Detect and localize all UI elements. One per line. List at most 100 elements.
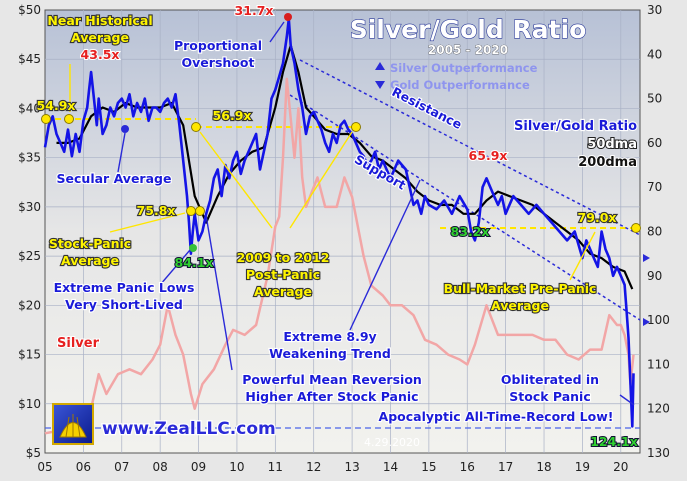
x-tick-label: 09 <box>191 460 206 474</box>
right-tick-label: 40 <box>647 47 662 61</box>
marker-79-0 <box>631 223 641 233</box>
right-arrow-icon-1 <box>643 254 650 262</box>
label-post-panic-3: Average <box>254 284 312 299</box>
x-axis-ticks: 05 06 07 08 09 10 11 12 13 14 15 16 17 18 19 20 <box>37 460 628 474</box>
pointer-extreme-panic <box>159 249 191 286</box>
right-arrow-icon-2 <box>643 318 650 326</box>
label-31-7: 31.7x <box>235 3 274 18</box>
label-stock-panic-2: Average <box>61 253 119 268</box>
label-extreme-panic-1: Extreme Panic Lows <box>54 280 195 295</box>
marker-75-8-b <box>195 206 205 216</box>
series-ratio-line <box>43 17 635 428</box>
x-tick-label: 10 <box>229 460 244 474</box>
chart-subtitle: 2005 - 2020 <box>428 43 508 57</box>
x-tick-label: 13 <box>344 460 359 474</box>
legend: Silver Outperformance Gold Outperformanc… <box>375 61 538 92</box>
x-tick-label: 16 <box>460 460 475 474</box>
right-axis-ticks: 30 40 50 60 70 80 90 100 110 120 130 <box>647 3 670 460</box>
pointer-mean-reversion <box>205 214 233 371</box>
left-tick-label: $30 <box>18 200 41 214</box>
x-tick-label: 06 <box>76 460 91 474</box>
label-overshoot-2: Overshoot <box>182 55 255 70</box>
website-text: www.ZealLLC.com <box>102 419 276 439</box>
x-tick-label: 19 <box>575 460 590 474</box>
legend-silver-outperformance: Silver Outperformance <box>390 61 538 75</box>
marker-dots <box>41 13 641 252</box>
label-secular-average: Secular Average <box>57 171 172 186</box>
right-tick-label: 120 <box>647 402 670 416</box>
x-tick-label: 05 <box>37 460 52 474</box>
label-stock-panic-1: Stock-Panic <box>49 236 131 251</box>
label-124-1: 124.1x <box>590 434 638 449</box>
label-79-0: 79.0x <box>578 210 617 225</box>
label-bull-market-1: Bull-Market Pre-Panic <box>444 281 597 296</box>
label-silver: Silver <box>57 336 100 351</box>
left-axis-ticks: $5 $10 $15 $20 $25 $30 $35 $40 $45 $50 <box>18 3 41 460</box>
marker-84-1 <box>189 244 197 252</box>
x-tick-label: 11 <box>268 460 283 474</box>
label-apocalyptic-low: Apocalyptic All-Time-Record Low! <box>379 409 614 424</box>
x-tick-label: 17 <box>498 460 513 474</box>
logo-ray-icon <box>65 414 81 438</box>
left-tick-label: $40 <box>18 101 41 115</box>
marker-75-8-a <box>186 206 196 216</box>
silver-outperformance-arrow-icon <box>375 62 385 70</box>
resistance-line <box>299 59 641 236</box>
pointer-post-panic-b <box>289 131 353 229</box>
label-56-9: 56.9x <box>213 108 252 123</box>
left-tick-label: $20 <box>18 298 41 312</box>
gold-outperformance-arrow-icon <box>375 81 385 89</box>
right-tick-label: 90 <box>647 269 662 283</box>
label-65-9: 65.9x <box>469 148 508 163</box>
label-weakening-2: Weakening Trend <box>269 346 391 361</box>
right-tick-label: 50 <box>647 92 662 106</box>
pointer-overshoot <box>269 21 285 43</box>
plot-area <box>44 9 641 454</box>
right-tick-label: 30 <box>647 3 662 17</box>
label-mean-reversion-1: Powerful Mean Reversion <box>242 372 422 387</box>
right-tick-label: 100 <box>647 313 670 327</box>
left-tick-label: $5 <box>26 446 41 460</box>
x-tick-label: 08 <box>153 460 168 474</box>
pointer-bull <box>569 231 596 281</box>
label-83-2: 83.2x <box>451 224 490 239</box>
x-tick-label: 15 <box>421 460 436 474</box>
chart-title: Silver/Gold Ratio <box>350 15 587 44</box>
marker-56-9-a <box>191 122 201 132</box>
legend-gold-outperformance: Gold Outperformance <box>390 78 530 92</box>
label-overshoot-1: Proportional <box>174 38 262 53</box>
x-tick-label: 12 <box>306 460 321 474</box>
marker-56-9-b <box>351 122 361 132</box>
pointer-secular <box>117 132 126 173</box>
label-obliterated-2: Stock Panic <box>509 389 591 404</box>
x-tick-label: 07 <box>114 460 129 474</box>
label-near-historical-2: Average <box>71 30 129 45</box>
left-tick-label: $45 <box>18 52 41 66</box>
label-date: 4.29.2020 <box>364 436 420 449</box>
label-obliterated-1: Obliterated in <box>501 372 599 387</box>
right-tick-label: 110 <box>647 357 670 371</box>
pointer-stock-panic <box>109 212 186 233</box>
label-series-ratio: Silver/Gold Ratio <box>514 119 637 134</box>
marker-54-9 <box>41 114 51 124</box>
x-tick-label: 18 <box>536 460 551 474</box>
trend-channel <box>289 59 641 321</box>
label-weakening-1: Extreme 8.9y <box>283 329 376 344</box>
right-tick-label: 80 <box>647 225 662 239</box>
left-tick-label: $50 <box>18 3 41 17</box>
series-silver-line <box>44 77 635 435</box>
left-tick-label: $25 <box>18 249 41 263</box>
label-near-historical-1: Near Historical <box>47 13 152 28</box>
x-tick-label: 20 <box>613 460 628 474</box>
x-tick-label: 14 <box>383 460 398 474</box>
label-43-5: 43.5x <box>81 47 120 62</box>
pointer-weakening <box>349 179 421 331</box>
label-54-9: 54.9x <box>37 98 76 113</box>
left-tick-label: $10 <box>18 397 41 411</box>
pointer-post-panic-a <box>199 131 273 229</box>
label-mean-reversion-2: Higher After Stock Panic <box>245 389 418 404</box>
label-series-200dma: 200dma <box>578 155 637 170</box>
right-axis-arrows <box>643 254 650 326</box>
right-tick-label: 70 <box>647 180 662 194</box>
